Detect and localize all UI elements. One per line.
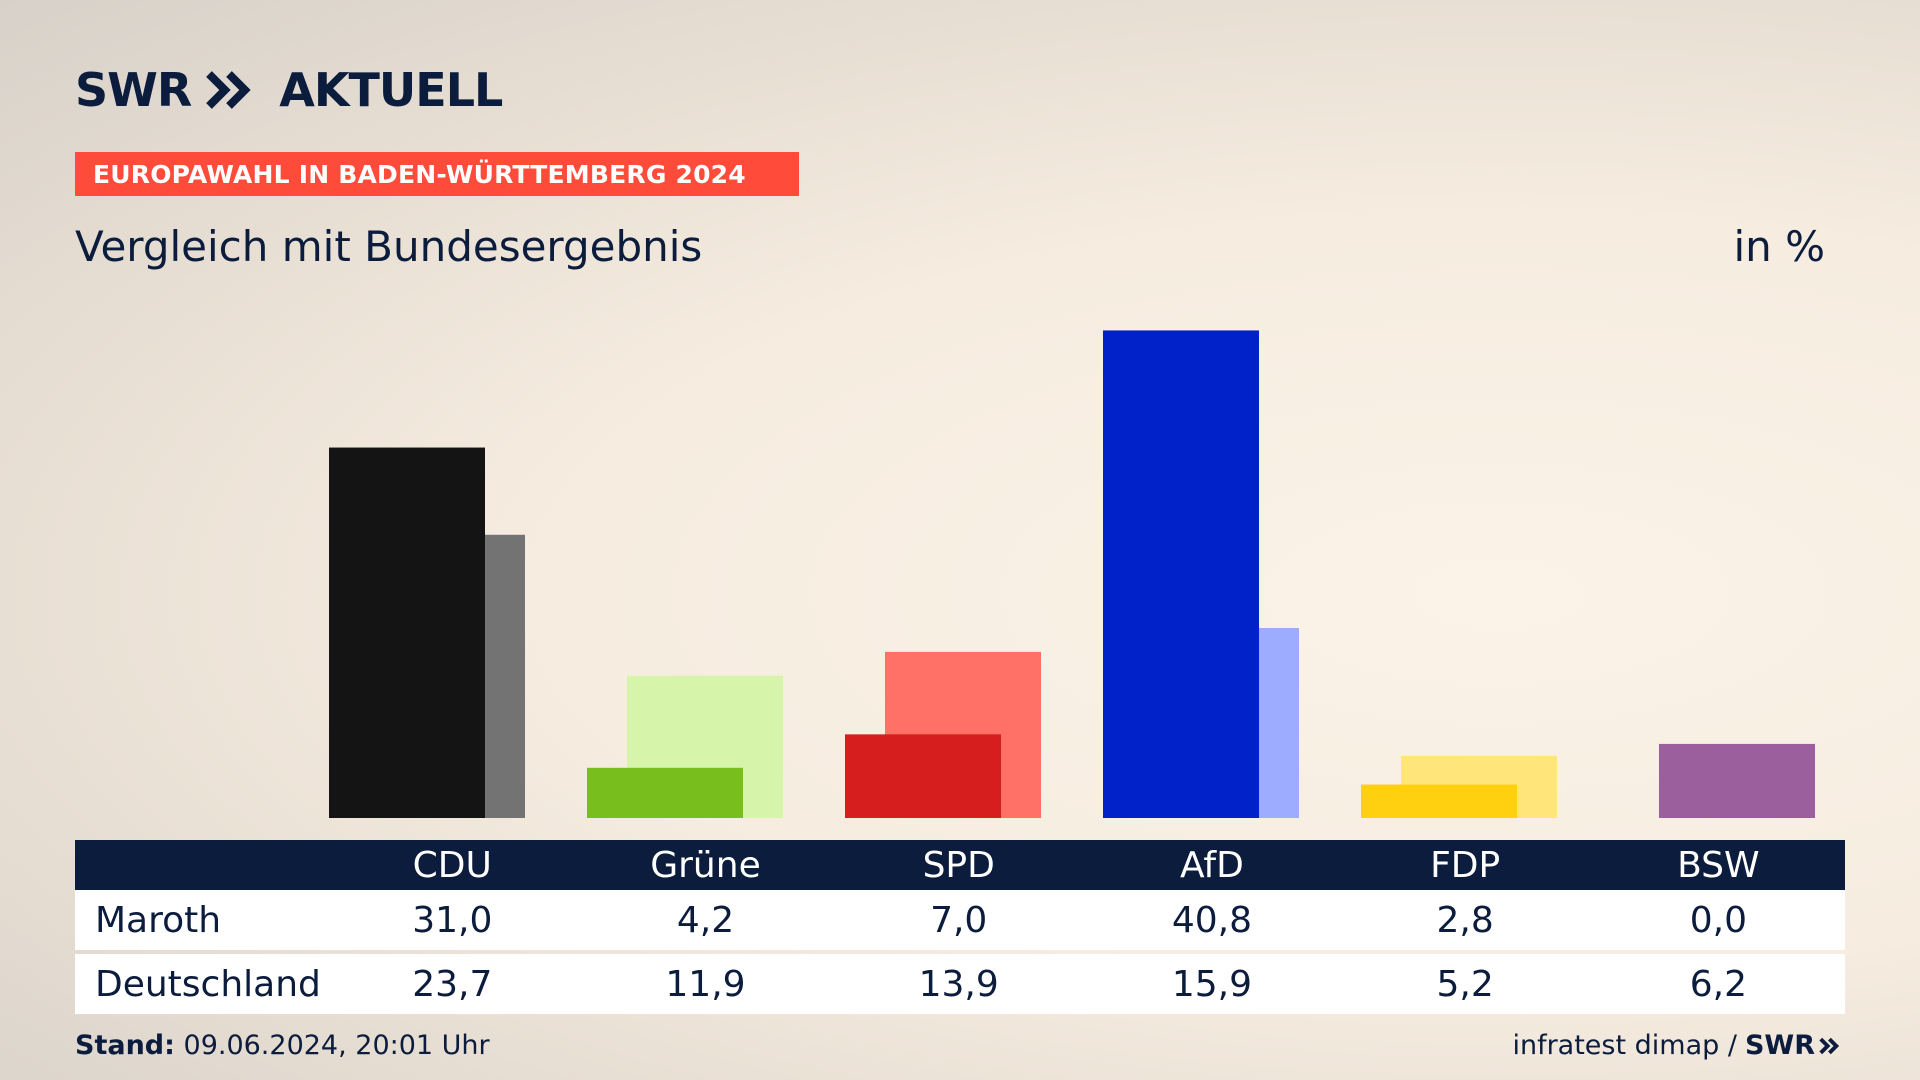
value-cell: 4,2 [676, 899, 735, 941]
brand-name: SWR [75, 63, 192, 117]
value-cell: 23,7 [412, 963, 493, 1005]
source-credit: infratest dimap / SWR [1512, 1030, 1845, 1061]
party-header: CDU [412, 844, 492, 886]
table-row: Maroth 31,0 4,2 7,0 40,8 2,8 0,0 [75, 890, 1845, 950]
swr-aktuell-logo: SWR AKTUELL [75, 62, 503, 118]
value-cell: 7,0 [930, 899, 988, 941]
party-header: AfD [1180, 844, 1244, 886]
party-header: BSW [1677, 844, 1760, 886]
bar-local-spd [845, 734, 1001, 818]
party-header: Grüne [650, 844, 761, 886]
bar-local-cdu [329, 447, 485, 818]
unit-label: in % [1733, 222, 1825, 271]
bar-local-grüne [587, 767, 743, 818]
party-header: SPD [922, 844, 995, 886]
value-cell: 5,2 [1436, 963, 1494, 1005]
row-label: Deutschland [95, 963, 321, 1005]
value-cell: 15,9 [1171, 963, 1252, 1005]
source-brand: SWR [1745, 1030, 1845, 1061]
source-text: infratest dimap / [1512, 1030, 1737, 1061]
value-cell: 2,8 [1436, 899, 1494, 941]
table-row: Deutschland 23,7 11,9 13,9 15,9 5,2 6,2 [75, 954, 1845, 1014]
value-cell: 40,8 [1171, 899, 1252, 941]
results-table: CDU Grüne SPD AfD FDP BSW Maroth 31,0 4,… [75, 840, 1845, 1014]
stand-label: Stand: [75, 1030, 175, 1061]
value-cell: 13,9 [918, 963, 999, 1005]
bar-local-fdp [1361, 784, 1517, 818]
election-banner: EUROPAWAHL IN BADEN-WÜRTTEMBERG 2024 [75, 152, 799, 196]
value-cell: 11,9 [665, 963, 746, 1005]
value-cell: 31,0 [412, 899, 493, 941]
timestamp: Stand: 09.06.2024, 20:01 Uhr [75, 1030, 490, 1061]
source-brand-name: SWR [1744, 1030, 1815, 1061]
brand-suffix: AKTUELL [279, 63, 503, 117]
double-chevron-icon [1819, 1037, 1840, 1054]
bar-local-afd [1103, 330, 1259, 818]
table-header: CDU Grüne SPD AfD FDP BSW [75, 840, 1845, 890]
row-label: Maroth [95, 899, 222, 941]
party-header: FDP [1430, 844, 1501, 886]
value-cell: 6,2 [1689, 963, 1747, 1005]
stand-value: 09.06.2024, 20:01 Uhr [183, 1030, 490, 1061]
header-spacer [75, 840, 326, 890]
double-chevron-icon [206, 71, 251, 109]
bar-national-bsw [1659, 743, 1815, 818]
chart-subtitle: Vergleich mit Bundesergebnis [75, 222, 703, 271]
value-cell: 0,0 [1689, 899, 1747, 941]
